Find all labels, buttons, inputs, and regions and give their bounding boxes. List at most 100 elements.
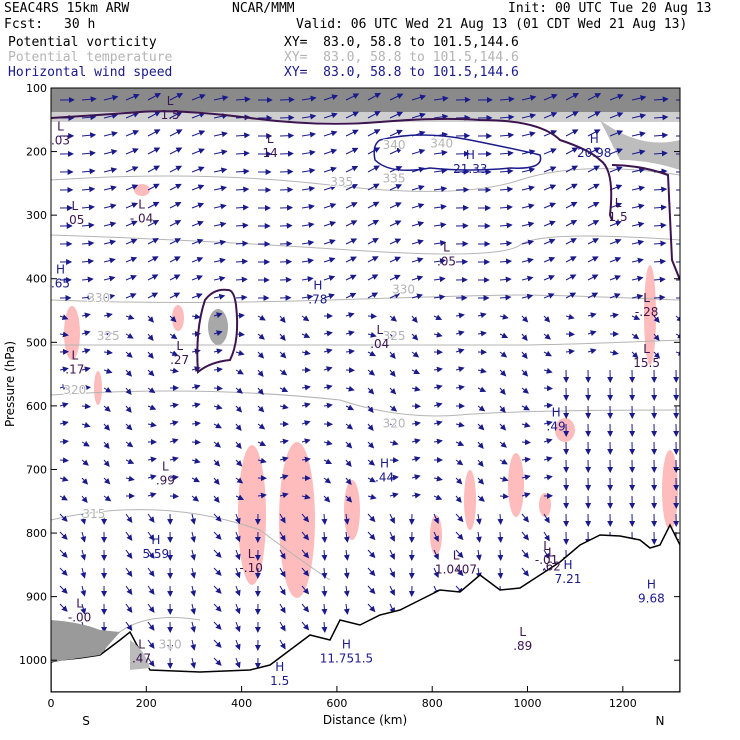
wind-vector-565 [367,441,375,449]
wind-vector-234 [103,239,117,246]
extremum-25: H9.68 [638,577,665,605]
wind-vector-322 [125,293,137,299]
wind-vector-813 [80,603,87,615]
theta-label-8: 320 [63,383,86,397]
x-tick-label-3: 600 [326,697,347,710]
pv-shading [64,184,678,598]
wind-vector-90 [125,148,139,155]
wind-vector-332 [345,292,357,299]
wind-vector-538 [411,420,421,427]
wind-vector-165 [499,186,514,193]
wind-vector-639 [81,495,88,504]
wind-vector-816 [147,603,155,613]
wind-vector-602 [543,456,553,463]
wind-vector-373 [609,312,619,319]
wind-vector-91 [147,147,161,155]
wind-vector-544 [543,420,553,427]
extremum-type-25: H [647,577,656,591]
wind-vector-20 [499,96,515,103]
wind-vector-384 [213,330,223,336]
wind-vector-259 [653,240,667,247]
wind-vector-314 [587,274,599,281]
extremum-type-29: H [342,638,351,652]
extremum-7: L-.04 [130,198,153,226]
wind-vector-32 [125,111,140,119]
theta-label-7: 325 [383,329,406,343]
wind-vector-42 [345,111,360,119]
north-end-label: N [656,714,665,728]
wind-vector-713 [433,531,439,542]
extremum-type-0: L [57,120,64,134]
wind-vector-190 [411,203,425,209]
wind-vector-401 [587,330,597,336]
wind-vector-353 [169,315,177,323]
wind-vector-142 [631,167,646,174]
wind-vector-61 [125,130,140,137]
wind-vector-736 [301,549,310,559]
wind-vector-905 [190,657,197,669]
wind-vector-424 [455,348,465,354]
wind-vector-257 [609,238,622,245]
wind-vector-786 [125,585,133,595]
extremum-type-1: L [167,94,174,108]
wind-vector-681 [367,513,376,523]
wind-vector-344 [609,293,621,299]
wind-vector-849 [234,621,241,633]
extremum-value-21: 1.0407 [435,563,477,577]
wind-vector-668 [80,513,87,525]
wind-vector-761 [213,567,222,576]
wind-vector-336 [433,294,446,301]
wind-vector-110 [565,147,579,155]
wind-vector-539 [433,420,443,427]
wind-vector-826 [367,603,376,613]
wind-vector-310 [499,276,512,283]
extremum-type-30: L [519,625,526,639]
pv-core-shade [208,309,228,345]
y-tick-label-2: 300 [26,209,47,222]
wind-vector-219 [411,221,425,227]
wind-vector-247 [389,238,402,245]
wind-vector-72 [367,129,381,137]
wind-vector-496 [125,405,132,413]
wind-vector-268 [213,257,226,264]
wind-vector-30 [81,114,97,121]
extremum-value-11: .17 [65,362,84,376]
wind-vector-1 [81,96,97,103]
theta-label-0: 335 [330,175,353,189]
wind-vector-122 [191,166,205,173]
wind-vector-298 [235,276,248,283]
wind-vector-34 [169,111,183,119]
wind-vector-658 [499,493,509,500]
wind-vector-754 [59,567,68,576]
wind-vector-797 [367,585,376,595]
x-tick-label-5: 1000 [514,697,542,710]
wind-vector-399 [543,333,552,340]
wind-vector-169 [587,183,600,191]
wind-vector-503 [279,403,289,410]
wind-vector-160 [389,184,403,191]
wind-vector-591 [301,456,311,463]
wind-vector-570 [477,441,484,449]
wind-vector-367 [477,312,487,319]
wind-vector-702 [190,531,197,543]
wind-vector-2 [103,94,119,101]
wind-vector-675 [234,513,241,525]
wind-vector-236 [147,238,159,245]
x-axis: 0 200 400 600 800 1000 1200 [48,686,637,710]
wind-vector-179 [169,201,182,209]
wind-vector-325 [191,293,203,299]
wind-vector-121 [169,165,183,173]
wind-vector-56 [653,114,669,121]
wind-vector-368 [499,313,509,320]
wind-vector-483 [477,386,487,392]
wind-vector-563 [323,439,333,446]
wind-vector-907 [234,657,241,669]
wind-vector-51 [543,111,558,119]
wind-vector-473 [257,387,264,395]
wind-vector-16 [411,94,427,101]
wind-vector-412 [191,348,201,355]
wind-vector-156 [301,185,316,192]
wind-vector-306 [411,275,424,282]
extremum-12: L.27 [170,339,189,367]
wind-vector-21 [521,95,537,101]
